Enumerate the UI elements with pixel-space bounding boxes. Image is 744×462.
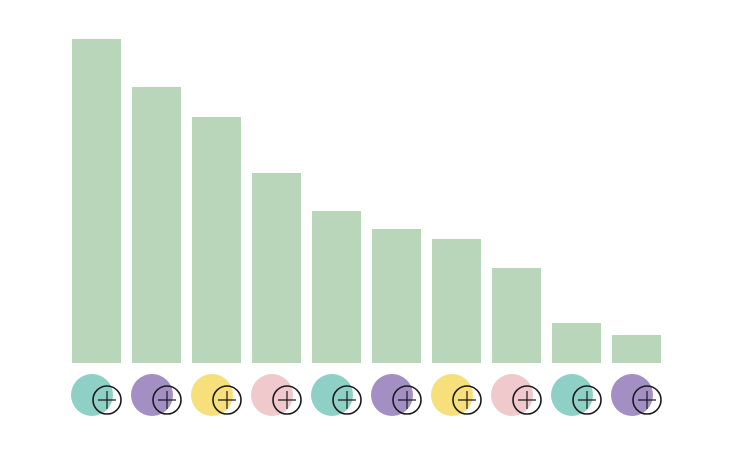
icon-blob (251, 374, 293, 416)
bar (492, 268, 541, 363)
icon-glyph (152, 385, 182, 415)
bar (432, 239, 481, 363)
category-icon (71, 374, 122, 416)
category-icon (131, 374, 182, 416)
icon-glyph-detail (578, 391, 596, 409)
category-icon (311, 374, 362, 416)
icon-blob (611, 374, 653, 416)
category-icon (551, 374, 602, 416)
icon-glyph (92, 385, 122, 415)
icon-glyph-detail (458, 391, 476, 409)
category-icons (71, 374, 662, 416)
category-icon (491, 374, 542, 416)
icon-glyph-detail (98, 391, 116, 409)
icon-blob (431, 374, 473, 416)
bar (72, 39, 121, 363)
icon-glyph-detail (518, 391, 536, 409)
icon-glyph-detail (638, 391, 656, 409)
icon-glyph (452, 385, 482, 415)
icon-glyph (512, 385, 542, 415)
icon-glyph (212, 385, 242, 415)
icon-glyph (572, 385, 602, 415)
icon-glyph-detail (278, 391, 296, 409)
icon-blob (131, 374, 173, 416)
icon-glyph (272, 385, 302, 415)
icon-blob (71, 374, 113, 416)
bar (132, 87, 181, 363)
category-icon (191, 374, 242, 416)
bars (72, 39, 661, 363)
icon-blob (311, 374, 353, 416)
bar (192, 117, 241, 363)
bar (252, 173, 301, 363)
bar (312, 211, 361, 363)
bar (612, 335, 661, 363)
icon-glyph (392, 385, 422, 415)
icon-blob (371, 374, 413, 416)
icon-blob (191, 374, 233, 416)
icon-glyph-detail (398, 391, 416, 409)
category-icon (371, 374, 422, 416)
icon-blob (491, 374, 533, 416)
icon-glyph (332, 385, 362, 415)
category-icon (251, 374, 302, 416)
bar (372, 229, 421, 363)
icon-glyph-detail (338, 391, 356, 409)
icon-blob (551, 374, 593, 416)
category-icon (431, 374, 482, 416)
icon-glyph-detail (218, 391, 236, 409)
bar (552, 323, 601, 363)
icon-glyph-detail (158, 391, 176, 409)
icon-glyph (632, 385, 662, 415)
category-icon (611, 374, 662, 416)
